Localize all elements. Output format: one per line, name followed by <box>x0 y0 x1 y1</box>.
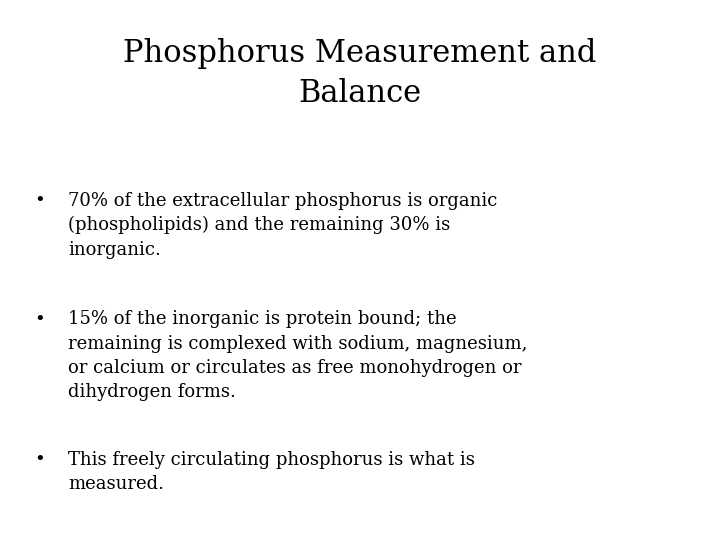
Text: •: • <box>35 310 45 328</box>
Text: 15% of the inorganic is protein bound; the
remaining is complexed with sodium, m: 15% of the inorganic is protein bound; t… <box>68 310 528 401</box>
Text: Phosphorus Measurement and
Balance: Phosphorus Measurement and Balance <box>123 38 597 110</box>
Text: 70% of the extracellular phosphorus is organic
(phospholipids) and the remaining: 70% of the extracellular phosphorus is o… <box>68 192 498 259</box>
Text: This freely circulating phosphorus is what is
measured.: This freely circulating phosphorus is wh… <box>68 451 475 493</box>
Text: •: • <box>35 192 45 210</box>
Text: •: • <box>35 451 45 469</box>
